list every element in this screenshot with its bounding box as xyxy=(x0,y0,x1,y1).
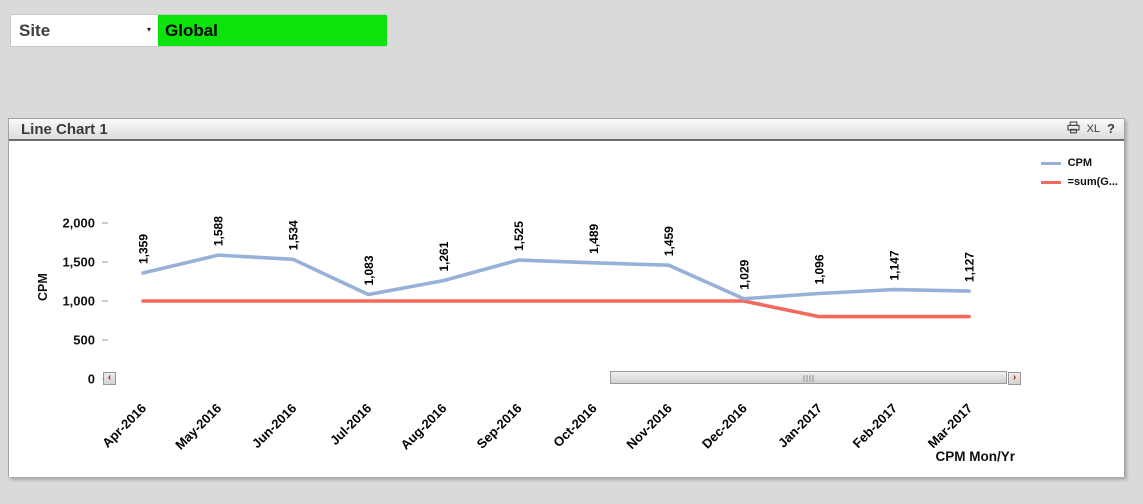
x-axis-scrollbar-thumb[interactable] xyxy=(610,371,1007,384)
svg-text:Feb-2017: Feb-2017 xyxy=(850,401,900,451)
svg-text:1,359: 1,359 xyxy=(137,234,151,264)
svg-text:0: 0 xyxy=(88,372,95,387)
legend-line-swatch xyxy=(1040,161,1061,165)
site-listbox[interactable]: Site ▾ Global xyxy=(10,14,387,47)
chart-body: 0 500 1,000 1,500 2,000 CPM 1,359 1,588 1,534 1,0… xyxy=(9,143,1124,477)
svg-text:1,525: 1,525 xyxy=(512,221,526,251)
scroll-right-button[interactable]: › xyxy=(1008,372,1021,385)
chart-title: Line Chart 1 xyxy=(21,120,108,138)
scroll-left-button[interactable]: ‹ xyxy=(103,372,116,385)
legend-label: CPM xyxy=(1067,157,1093,169)
caption-icon-group: XL ? xyxy=(1067,121,1124,137)
svg-text:1,147: 1,147 xyxy=(888,250,902,280)
chart-caption-bar: Line Chart 1 XL ? xyxy=(9,119,1124,141)
legend-line-swatch xyxy=(1040,180,1061,184)
svg-text:2,000: 2,000 xyxy=(62,216,95,231)
svg-text:1,083: 1,083 xyxy=(362,255,376,285)
svg-text:CPM Mon/Yr: CPM Mon/Yr xyxy=(936,449,1016,464)
svg-text:Jun-2016: Jun-2016 xyxy=(249,401,299,451)
svg-text:Aug-2016: Aug-2016 xyxy=(398,401,450,453)
svg-text:Nov-2016: Nov-2016 xyxy=(623,401,674,452)
svg-text:May-2016: May-2016 xyxy=(172,401,224,453)
legend-item: =sum(G... xyxy=(1040,176,1118,188)
chart-legend: CPM =sum(G... xyxy=(1040,157,1118,195)
svg-text:Jul-2016: Jul-2016 xyxy=(327,401,374,448)
line-chart-window: Line Chart 1 XL ? 0 500 1,000 1,500 2,000 CPM… xyxy=(8,118,1125,477)
legend-label: =sum(G... xyxy=(1067,176,1118,188)
svg-text:1,588: 1,588 xyxy=(212,216,226,246)
svg-text:Oct-2016: Oct-2016 xyxy=(550,401,599,450)
svg-text:1,459: 1,459 xyxy=(662,226,676,256)
svg-text:1,029: 1,029 xyxy=(737,259,751,289)
svg-text:CPM: CPM xyxy=(36,273,50,301)
svg-text:Apr-2016: Apr-2016 xyxy=(99,401,149,451)
legend-item: CPM xyxy=(1040,157,1118,169)
svg-text:Jan-2017: Jan-2017 xyxy=(775,401,825,451)
svg-text:1,489: 1,489 xyxy=(587,224,601,254)
line-chart-canvas[interactable]: 0 500 1,000 1,500 2,000 CPM 1,359 1,588 1,534 1,0… xyxy=(9,143,1124,477)
svg-text:1,127: 1,127 xyxy=(963,252,977,282)
scrollbar-grip-icon xyxy=(803,375,814,382)
site-listbox-title: Site xyxy=(19,21,51,40)
svg-text:1,534: 1,534 xyxy=(287,220,301,250)
svg-text:Mar-2017: Mar-2017 xyxy=(925,401,975,451)
caret-down-icon[interactable]: ▾ xyxy=(147,25,152,34)
svg-text:Dec-2016: Dec-2016 xyxy=(699,401,750,452)
site-selected-value[interactable]: Global xyxy=(158,15,387,46)
svg-text:500: 500 xyxy=(73,333,95,348)
help-icon[interactable]: ? xyxy=(1107,121,1115,136)
svg-text:1,096: 1,096 xyxy=(812,254,826,284)
svg-text:1,500: 1,500 xyxy=(62,255,95,270)
svg-text:1,000: 1,000 xyxy=(62,294,95,309)
export-excel-button[interactable]: XL xyxy=(1086,123,1101,135)
svg-text:Sep-2016: Sep-2016 xyxy=(474,401,525,452)
print-icon[interactable] xyxy=(1067,121,1080,137)
svg-text:1,261: 1,261 xyxy=(437,241,451,271)
